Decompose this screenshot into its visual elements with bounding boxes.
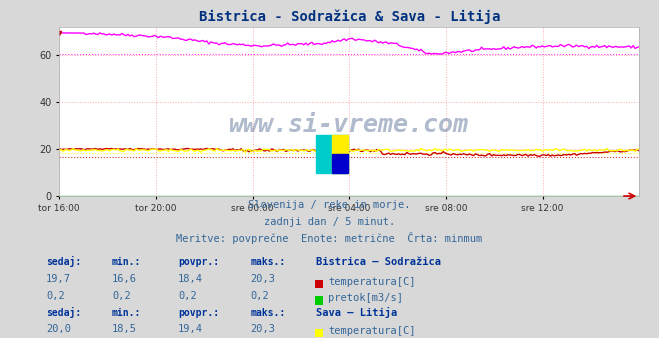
Text: 19,4: 19,4 <box>178 324 203 334</box>
Text: povpr.:: povpr.: <box>178 257 219 267</box>
Text: pretok[m3/s]: pretok[m3/s] <box>328 293 403 304</box>
Text: 18,4: 18,4 <box>178 274 203 284</box>
Title: Bistrica - Sodražica & Sava - Litija: Bistrica - Sodražica & Sava - Litija <box>198 10 500 24</box>
Text: maks.:: maks.: <box>250 257 285 267</box>
Text: Slovenija / reke in morje.: Slovenija / reke in morje. <box>248 200 411 210</box>
Text: sedaj:: sedaj: <box>46 256 81 267</box>
Text: 18,5: 18,5 <box>112 324 137 334</box>
Text: temperatura[C]: temperatura[C] <box>328 326 416 336</box>
Text: maks.:: maks.: <box>250 308 285 318</box>
Bar <box>332 154 348 173</box>
Text: 19,7: 19,7 <box>46 274 71 284</box>
Text: zadnji dan / 5 minut.: zadnji dan / 5 minut. <box>264 217 395 227</box>
Text: temperatura[C]: temperatura[C] <box>328 276 416 287</box>
Text: Meritve: povprečne  Enote: metrične  Črta: minmum: Meritve: povprečne Enote: metrične Črta:… <box>177 232 482 244</box>
Text: sedaj:: sedaj: <box>46 307 81 318</box>
Text: www.si-vreme.com: www.si-vreme.com <box>229 113 469 137</box>
Text: min.:: min.: <box>112 257 142 267</box>
Text: 20,3: 20,3 <box>250 324 275 334</box>
Text: 16,6: 16,6 <box>112 274 137 284</box>
Bar <box>332 135 348 173</box>
Text: 0,2: 0,2 <box>112 291 130 301</box>
Text: 20,0: 20,0 <box>46 324 71 334</box>
Text: povpr.:: povpr.: <box>178 308 219 318</box>
Text: 0,2: 0,2 <box>178 291 196 301</box>
Text: 0,2: 0,2 <box>250 291 269 301</box>
Text: Sava – Litija: Sava – Litija <box>316 307 397 318</box>
Text: 0,2: 0,2 <box>46 291 65 301</box>
Bar <box>316 135 348 173</box>
Text: 20,3: 20,3 <box>250 274 275 284</box>
Text: min.:: min.: <box>112 308 142 318</box>
Text: Bistrica – Sodražica: Bistrica – Sodražica <box>316 257 442 267</box>
